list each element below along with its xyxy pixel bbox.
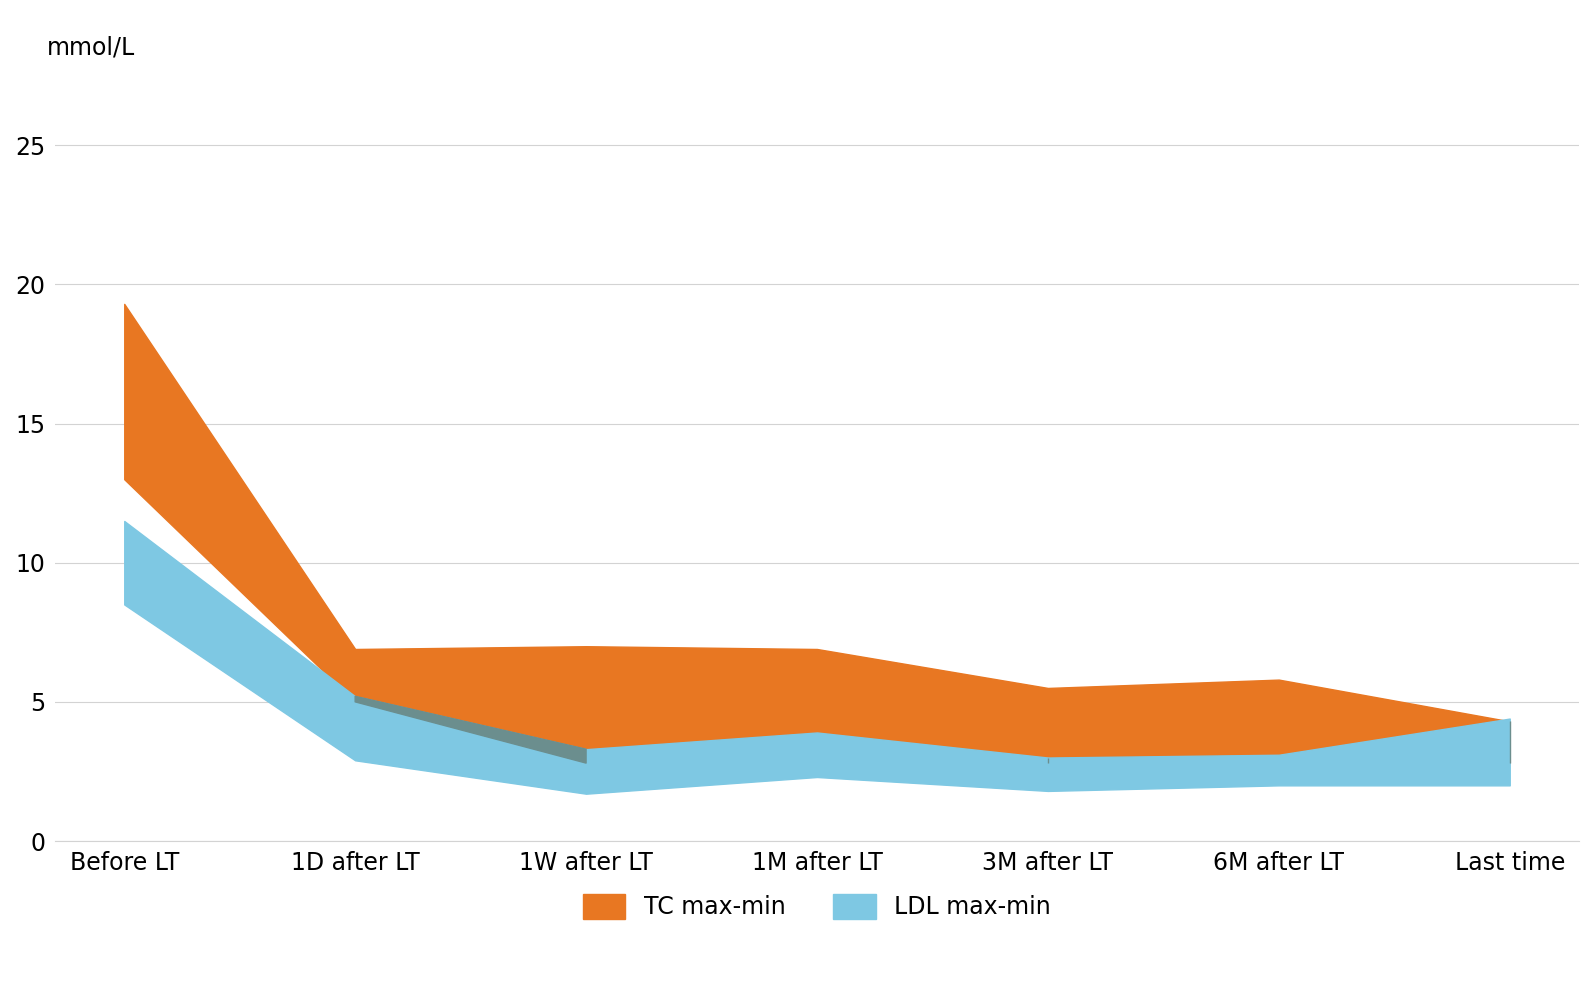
Legend: TC max-min, LDL max-min: TC max-min, LDL max-min bbox=[583, 894, 1050, 919]
Text: mmol/L: mmol/L bbox=[48, 36, 135, 60]
